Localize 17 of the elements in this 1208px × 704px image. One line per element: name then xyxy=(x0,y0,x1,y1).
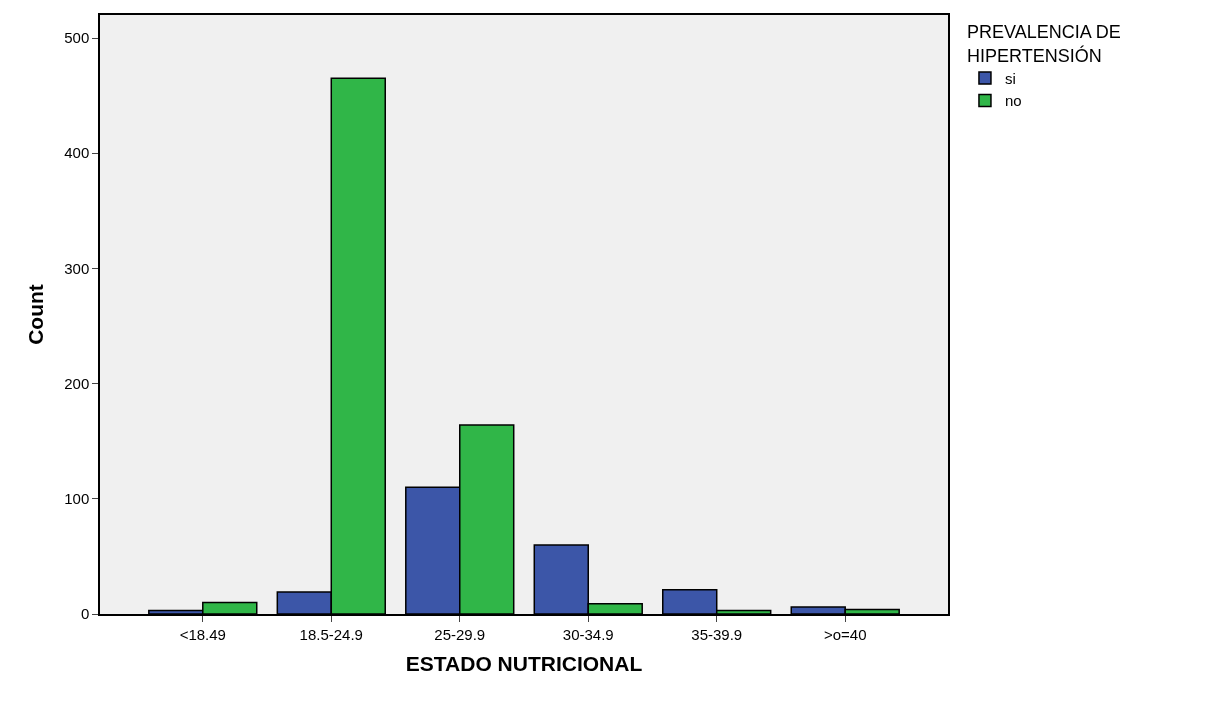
x-tick-label: 25-29.9 xyxy=(434,625,486,643)
x-tick-label: 30-34.9 xyxy=(562,625,614,643)
x-tick-label: 35-39.9 xyxy=(691,625,743,643)
y-tick-label: 400 xyxy=(64,144,90,162)
y-axis-title: Count xyxy=(23,284,47,345)
y-tick-label: 200 xyxy=(64,374,90,392)
y-tick-label: 0 xyxy=(80,605,90,623)
legend-label: no xyxy=(1004,92,1022,110)
y-tick-label: 300 xyxy=(64,259,90,277)
x-tick-label: >o=40 xyxy=(823,625,867,643)
legend-label: si xyxy=(1004,69,1016,87)
x-tick-label: 18.5-24.9 xyxy=(299,625,363,643)
y-tick-label: 500 xyxy=(64,29,90,47)
legend-title: PREVALENCIA DE HIPERTENSIÓN xyxy=(966,22,1121,66)
y-tick-label: 100 xyxy=(64,490,90,508)
x-tick-label: <18.49 xyxy=(179,625,226,643)
x-axis-title: ESTADO NUTRICIONAL xyxy=(405,652,643,676)
